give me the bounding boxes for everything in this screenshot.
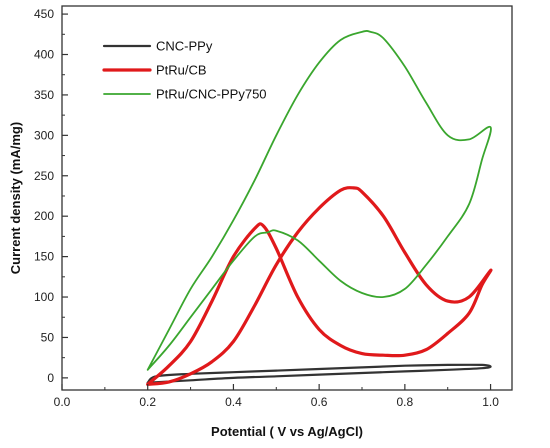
legend-label: PtRu/CNC-PPy750: [156, 87, 267, 102]
y-axis-label: Current density (mA/mg): [8, 122, 23, 274]
series-line-ptru-cnc-ppy750: [146, 30, 492, 371]
x-tick-label: 0.0: [54, 395, 71, 409]
series-line-cnc-ppy: [146, 363, 492, 384]
y-tick-label: 50: [41, 330, 55, 344]
series-line-ptru-cb: [146, 186, 493, 386]
x-tick-label: 0.8: [397, 395, 414, 409]
x-tick-label: 1.0: [482, 395, 499, 409]
x-tick-label: 0.6: [311, 395, 328, 409]
x-tick-label: 0.2: [139, 395, 156, 409]
y-tick-label: 100: [34, 290, 54, 304]
y-tick-label: 150: [34, 250, 54, 264]
y-tick-label: 200: [34, 209, 54, 223]
y-tick-label: 250: [34, 169, 54, 183]
legend: CNC-PPy PtRu/CB PtRu/CNC-PPy750: [102, 39, 267, 102]
x-axis-label: Potential ( V vs Ag/AgCl): [211, 424, 363, 439]
x-tick-label: 0.4: [225, 395, 242, 409]
axes-layer: 0.0 0.2 0.4 0.6 0.8 1.0 0 50 100 150 200 250 300 350 4…: [34, 7, 499, 409]
legend-label: PtRu/CB: [156, 63, 207, 78]
plot-area: [61, 5, 513, 391]
y-tick-label: 300: [34, 128, 54, 142]
y-tick-label: 400: [34, 48, 54, 62]
y-tick-label: 350: [34, 88, 54, 102]
y-tick-label: 450: [34, 7, 54, 21]
series-layer: [146, 30, 493, 386]
legend-label: CNC-PPy: [156, 39, 213, 54]
plot-frame: [61, 5, 513, 391]
y-tick-label: 0: [47, 371, 54, 385]
